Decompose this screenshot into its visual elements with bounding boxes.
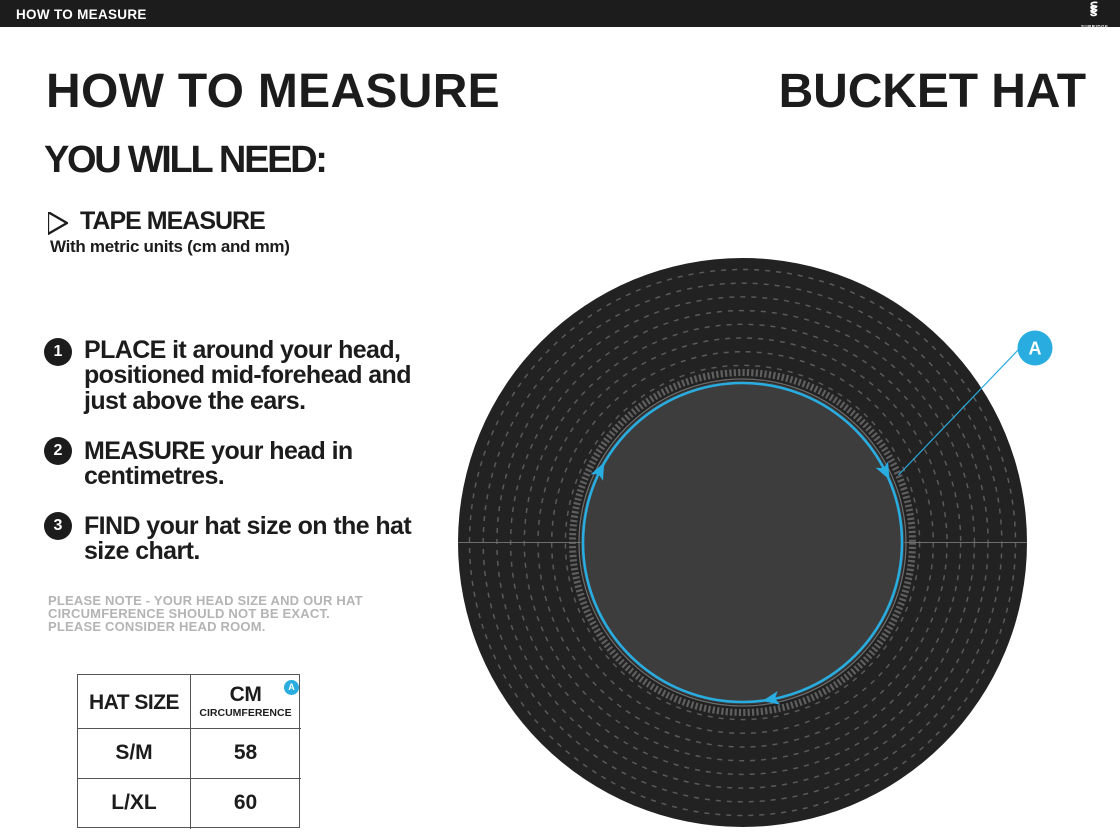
svg-text:A: A xyxy=(1029,339,1042,359)
